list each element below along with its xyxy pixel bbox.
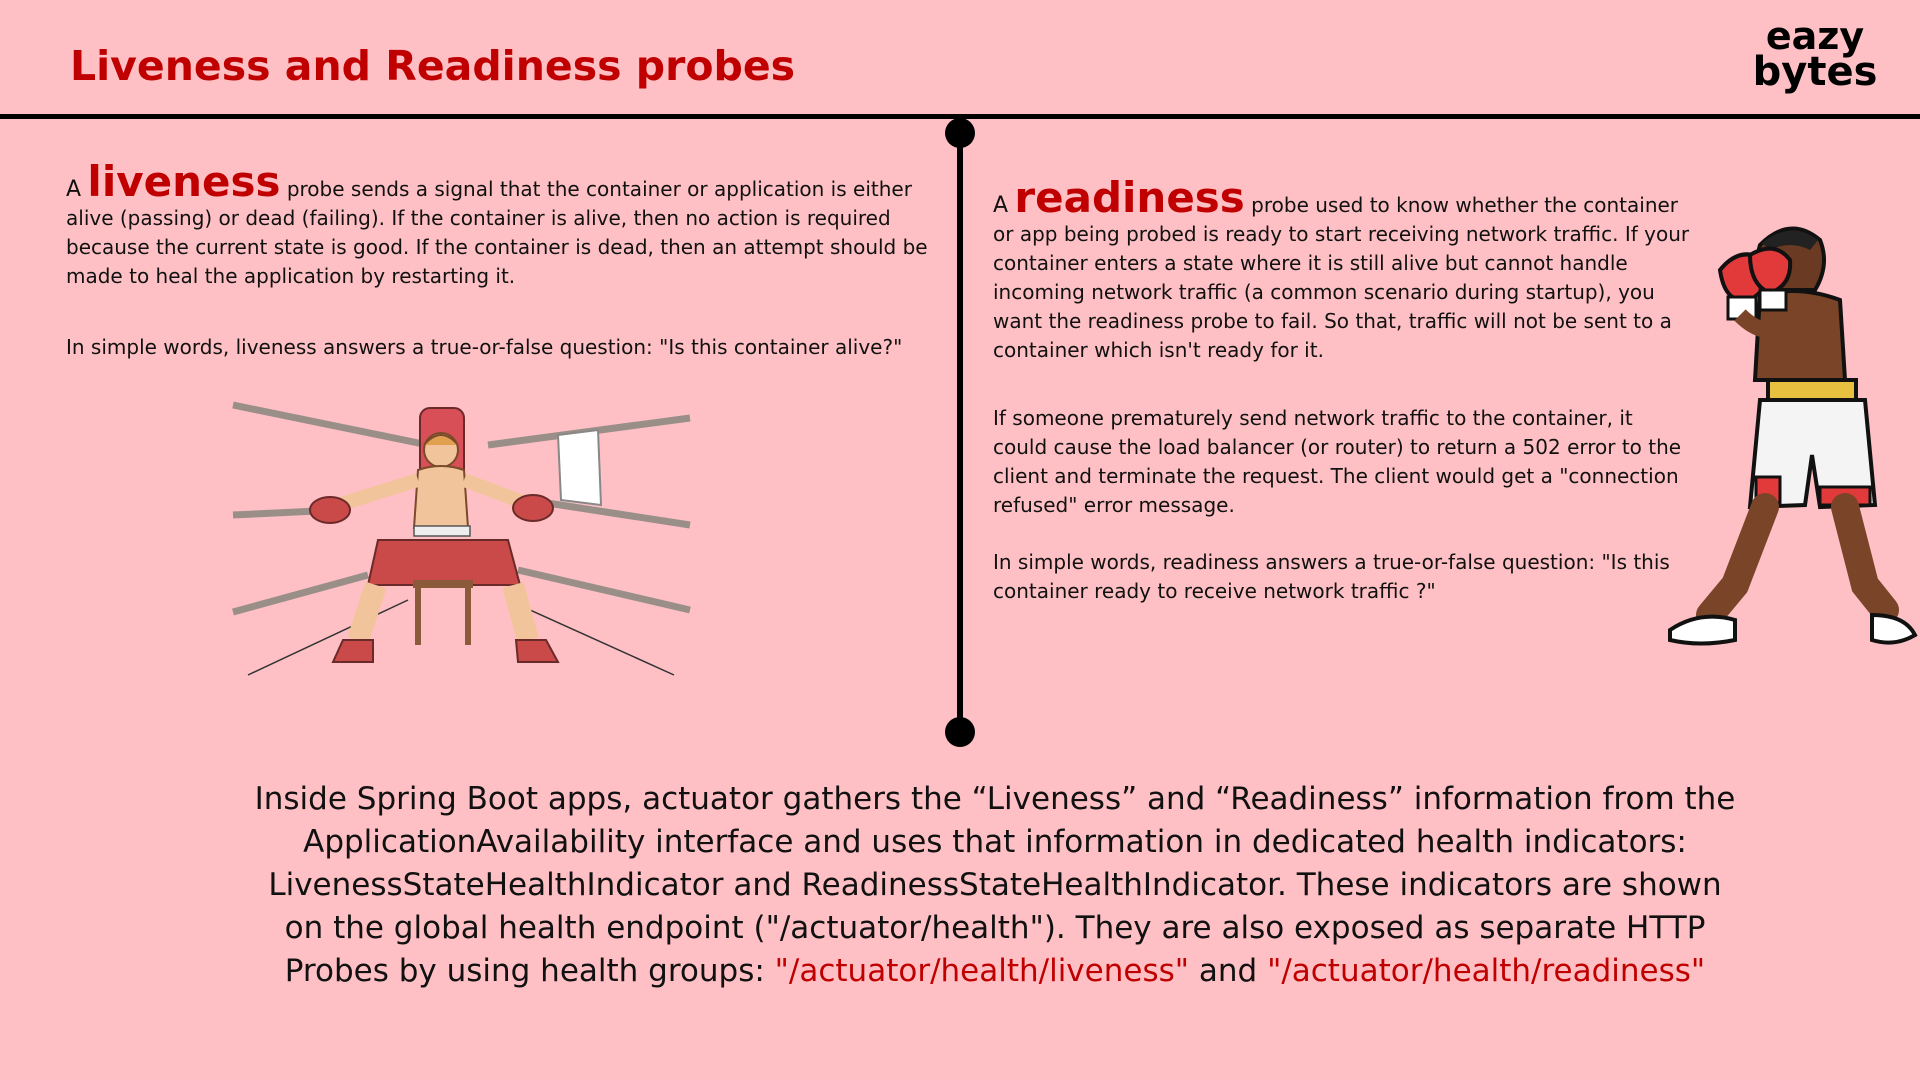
logo-line-2: bytes [1752, 49, 1878, 95]
eazybytes-logo: eazy bytes [1740, 14, 1890, 95]
readiness-detail: If someone prematurely send network traf… [993, 406, 1682, 517]
readiness-definition-text: probe used to know whether the container… [993, 193, 1690, 362]
liveness-definition: A liveness probe sends a signal that the… [66, 161, 951, 291]
spring-boot-actuator-note: Inside Spring Boot apps, actuator gather… [250, 778, 1740, 993]
tired-boxer-illustration [232, 401, 691, 676]
liveness-definition-text: probe sends a signal that the container … [66, 177, 928, 288]
readiness-prefix: A [993, 193, 1009, 218]
liveness-summary: In simple words, liveness answers a true… [66, 335, 903, 359]
header-divider [0, 114, 1920, 119]
fighting-boxer-illustration [1668, 226, 1918, 646]
readiness-definition: A readiness probe used to know whether t… [993, 177, 1693, 365]
readiness-endpoint-path: "/actuator/health/readiness" [1267, 953, 1706, 989]
actuator-note-text: Inside Spring Boot apps, actuator gather… [254, 781, 1736, 989]
readiness-keyword: readiness [1014, 173, 1245, 222]
logo-line-1: eazy [1765, 14, 1865, 58]
divider-top-dot [945, 118, 975, 148]
and-word: and [1198, 953, 1258, 989]
readiness-summary: In simple words, readiness answers a tru… [993, 550, 1670, 603]
liveness-endpoint-path: "/actuator/health/liveness" [774, 953, 1190, 989]
vertical-divider [957, 132, 963, 732]
page-title: Liveness and Readiness probes [70, 42, 796, 90]
divider-bottom-dot [945, 717, 975, 747]
liveness-prefix: A [66, 177, 82, 202]
liveness-keyword: liveness [87, 157, 281, 206]
